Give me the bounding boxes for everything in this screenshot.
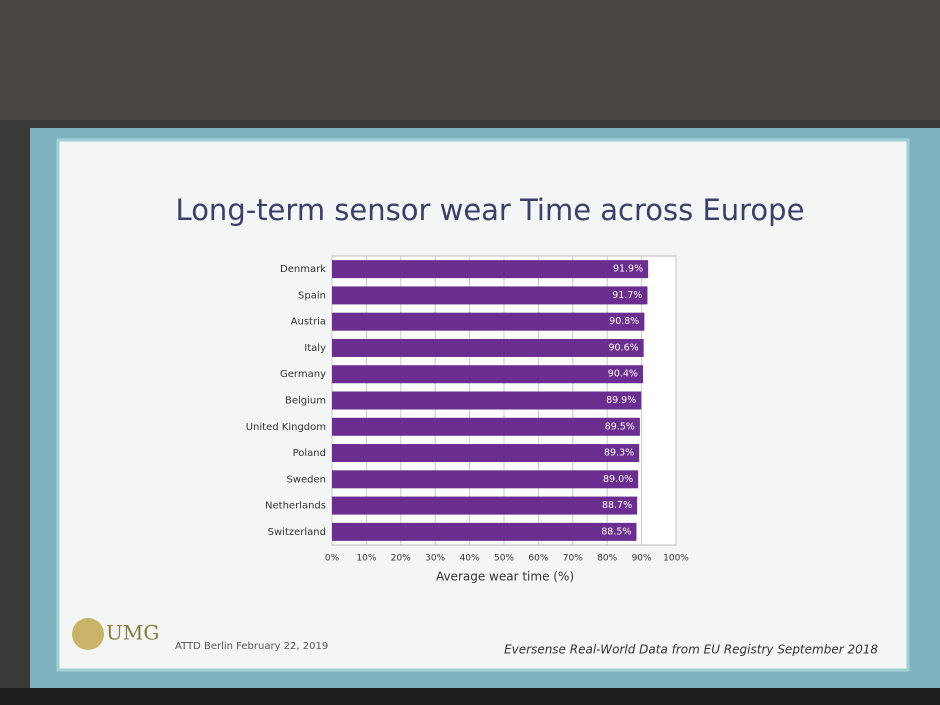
bar (332, 522, 637, 541)
stage (0, 688, 940, 705)
bar (332, 338, 644, 357)
x-tick-label: 100% (663, 554, 689, 564)
x-tick-label: 0% (325, 554, 340, 564)
x-tick-label: 70% (563, 554, 583, 564)
x-tick-label: 80% (597, 554, 617, 564)
y-tick-label: Sweden (286, 474, 326, 485)
value-label: 90.8% (609, 316, 639, 327)
bar (332, 496, 638, 515)
x-tick-label: 50% (494, 554, 514, 564)
value-label: 91.9% (613, 264, 643, 275)
y-tick-label: Poland (293, 448, 326, 459)
y-tick-label: Austria (291, 317, 326, 328)
bar (332, 312, 645, 331)
event-note: ATTD Berlin February 22, 2019 (175, 641, 328, 652)
bar (332, 365, 643, 384)
x-tick-label: 90% (632, 554, 652, 564)
value-label: 89.3% (604, 448, 634, 459)
value-label: 90.4% (608, 369, 638, 380)
bar (332, 444, 640, 463)
value-label: 88.5% (601, 526, 631, 537)
bar (332, 260, 649, 279)
logo-emblem (72, 618, 104, 650)
y-tick-label: Spain (298, 290, 326, 301)
y-tick-label: United Kingdom (246, 422, 326, 433)
bar (332, 417, 640, 436)
value-label: 89.5% (605, 421, 635, 432)
x-tick-label: 40% (460, 554, 480, 564)
bar (332, 286, 648, 305)
y-tick-label: Netherlands (265, 501, 326, 512)
bar (332, 391, 642, 410)
y-tick-label: Germany (280, 369, 326, 380)
x-tick-label: 60% (528, 554, 548, 564)
x-axis-label: Average wear time (%) (436, 570, 574, 584)
x-tick-label: 30% (425, 554, 445, 564)
ceiling (0, 0, 940, 120)
y-tick-label: Denmark (280, 264, 326, 275)
bar (332, 470, 639, 489)
value-label: 90.6% (608, 342, 638, 353)
y-tick-label: Italy (304, 343, 326, 354)
y-tick-label: Belgium (285, 396, 326, 407)
logo-text: UMG (106, 621, 159, 645)
value-label: 89.0% (603, 474, 633, 485)
value-label: 89.9% (606, 395, 636, 406)
value-label: 91.7% (612, 290, 642, 301)
x-tick-label: 10% (356, 554, 376, 564)
x-tick-label: 20% (391, 554, 411, 564)
value-label: 88.7% (602, 500, 632, 511)
chart-title: Long-term sensor wear Time across Europe (176, 193, 805, 227)
y-tick-label: Switzerland (268, 527, 326, 538)
source-note: Eversense Real-World Data from EU Regist… (504, 643, 878, 657)
